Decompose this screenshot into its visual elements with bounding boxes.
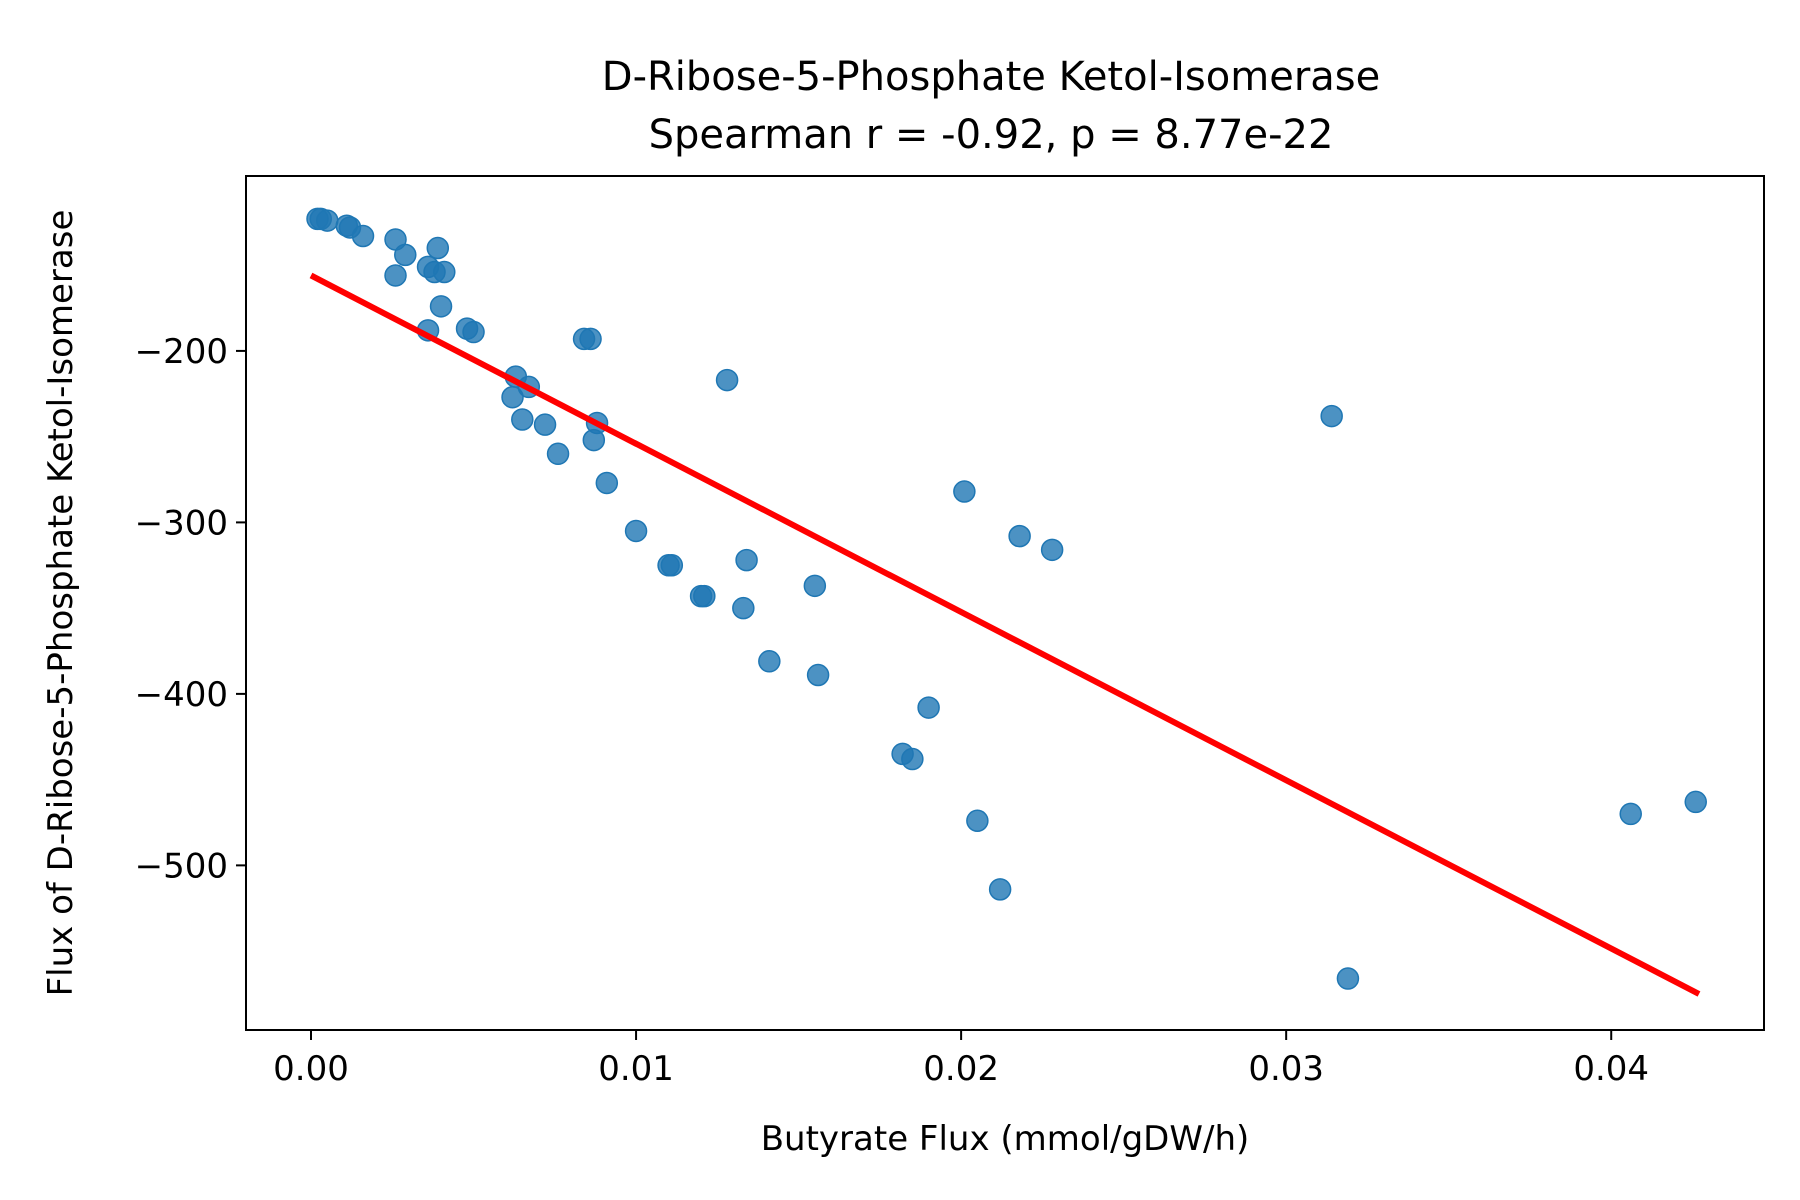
chart-subtitle: Spearman r = -0.92, p = 8.77e-22 [649, 112, 1334, 158]
data-point [953, 480, 976, 503]
data-point [1684, 790, 1707, 814]
x-tick-label: 0.03 [1248, 1049, 1324, 1089]
data-point [1619, 802, 1642, 826]
data-point [511, 408, 534, 431]
data-point [426, 236, 450, 260]
y-tick-label: −300 [135, 503, 228, 543]
data-point [624, 519, 648, 543]
data-point [1008, 524, 1031, 548]
x-tick-label: 0.02 [923, 1049, 999, 1089]
data-point [735, 548, 758, 572]
x-axis-label: Butyrate Flux (mmol/gDW/h) [761, 1119, 1250, 1159]
regression-line-group [309, 272, 1701, 997]
data-point [433, 260, 456, 284]
data-point [501, 385, 524, 409]
y-tick-label: −500 [135, 846, 228, 886]
chart-title: D-Ribose-5-Phosphate Ketol-Isomerase [602, 54, 1380, 100]
regression-line [309, 272, 1701, 997]
data-point [988, 878, 1012, 901]
data-point [429, 295, 453, 318]
data-point [384, 264, 407, 287]
data-point [546, 442, 570, 466]
y-axis-ticks: −200 −300 −400 −500 [135, 332, 246, 886]
y-axis-label: Flux of D-Ribose-5-Phosphate Ketol-Isome… [41, 210, 81, 997]
data-point [758, 650, 781, 673]
data-point [966, 809, 989, 833]
data-point [595, 471, 619, 495]
data-point [1336, 967, 1360, 990]
data-point [533, 413, 557, 436]
x-tick-label: 0.01 [598, 1049, 674, 1089]
data-point [316, 209, 339, 232]
plot-frame [245, 175, 1765, 1031]
x-tick-label: 0.04 [1573, 1049, 1649, 1089]
data-point [803, 574, 827, 598]
data-point [394, 243, 417, 267]
data-point [732, 596, 755, 620]
data-point [351, 224, 375, 248]
data-point [1320, 404, 1343, 428]
x-axis-ticks: 0.00 0.01 0.02 0.03 0.04 [273, 1030, 1649, 1089]
data-point [901, 747, 924, 771]
data-point [693, 584, 716, 608]
data-point [660, 554, 684, 577]
data-point [462, 320, 485, 344]
data-points [306, 207, 1707, 990]
x-tick-label: 0.00 [273, 1049, 349, 1089]
data-point [582, 428, 606, 452]
data-point [806, 663, 830, 687]
data-point [1040, 538, 1064, 562]
data-point [579, 327, 602, 351]
data-point [715, 368, 739, 392]
y-tick-label: −400 [135, 675, 228, 715]
data-point [917, 696, 940, 719]
y-tick-label: −200 [135, 332, 228, 372]
